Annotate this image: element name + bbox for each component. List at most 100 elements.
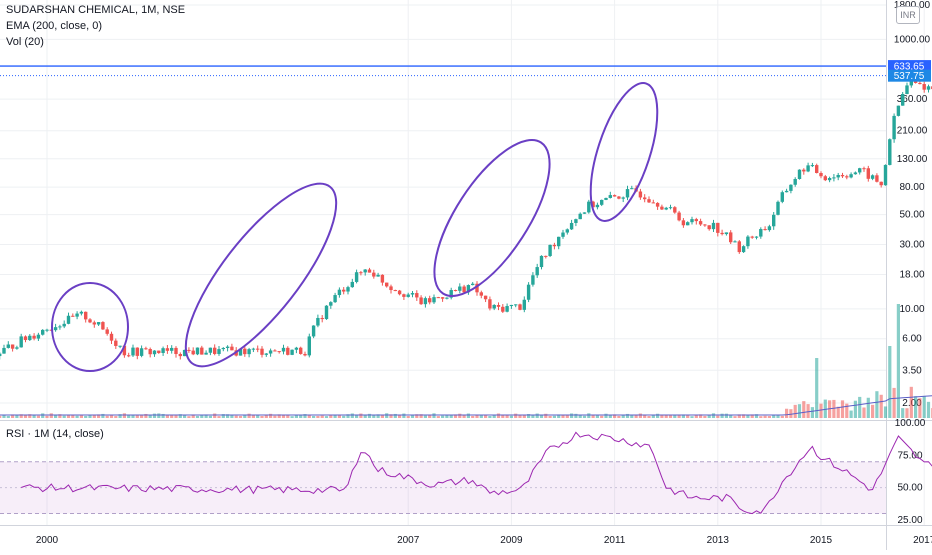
volume-bar	[871, 404, 875, 418]
currency-badge[interactable]: INR	[896, 6, 920, 24]
volume-bar	[45, 415, 49, 418]
volume-bar	[277, 414, 281, 418]
volume-bar	[84, 415, 88, 418]
candle-body	[686, 222, 690, 226]
ema-legend: EMA (200, close, 0)	[6, 20, 102, 32]
candle-body	[673, 207, 677, 213]
volume-bar	[785, 408, 789, 418]
candle-body	[174, 347, 178, 355]
candle-body	[621, 197, 625, 199]
candle-body	[772, 214, 776, 227]
candle-body	[483, 295, 488, 300]
volume-bar	[62, 415, 66, 418]
volume-bar	[355, 414, 359, 418]
candle-body	[367, 269, 372, 273]
volume-bar	[866, 397, 870, 418]
volume-bar	[875, 391, 879, 418]
candle-body	[19, 336, 23, 348]
volume-bar	[234, 415, 238, 418]
volume-bar	[260, 416, 264, 418]
candle-body	[15, 347, 19, 349]
volume-bar	[522, 415, 526, 418]
y-tick-label: 10.00	[899, 304, 924, 315]
price-label-badge	[888, 60, 931, 73]
candle-body	[703, 224, 707, 226]
candle-body	[170, 347, 174, 351]
candle-body	[299, 347, 303, 354]
candle-body	[681, 220, 686, 226]
candle-body	[238, 348, 243, 356]
volume-bar	[643, 415, 647, 418]
candle-body	[109, 333, 114, 341]
volume-bar	[0, 415, 2, 418]
volume-bar	[716, 415, 720, 418]
candle-body	[810, 165, 815, 167]
volume-bar	[746, 415, 750, 418]
volume-bar	[518, 414, 522, 418]
candle-body	[195, 347, 200, 355]
candle-body	[277, 351, 281, 353]
x-tick-label: 2017	[913, 535, 932, 546]
volume-bar	[157, 413, 161, 418]
volume-bar	[213, 413, 217, 418]
volume-bar	[479, 414, 483, 418]
candle-body	[311, 325, 316, 337]
volume-bar	[699, 414, 703, 418]
candle-body	[410, 293, 415, 295]
candle-body	[204, 352, 208, 355]
candle-body	[539, 255, 544, 268]
volume-bar	[862, 407, 866, 418]
candle-body	[436, 297, 440, 299]
volume-bar	[393, 413, 397, 418]
candle-body	[419, 297, 423, 305]
candle-body	[307, 336, 311, 356]
y-tick-label: 50.00	[899, 210, 924, 221]
candle-body	[561, 232, 565, 237]
candle-body	[858, 168, 862, 173]
volume-bar	[625, 413, 630, 418]
volume-bar	[926, 401, 931, 418]
candle-body	[432, 297, 436, 303]
volume-bar	[127, 414, 131, 418]
volume-bar	[565, 415, 569, 418]
candle-body	[638, 191, 643, 198]
candle-body	[883, 164, 888, 186]
volume-bar	[19, 414, 23, 418]
volume-bar	[41, 413, 45, 418]
volume-bar	[342, 415, 346, 418]
candle-body	[879, 181, 883, 186]
volume-bar	[647, 416, 651, 418]
volume-bar	[703, 415, 707, 418]
candle-body	[71, 315, 75, 317]
volume-bar	[496, 413, 501, 418]
volume-bar	[144, 413, 148, 418]
volume-bar	[544, 413, 548, 418]
candle-body	[802, 169, 806, 172]
candle-body	[445, 297, 449, 299]
candle-body	[724, 232, 729, 235]
candle-body	[359, 272, 363, 274]
price-pane	[0, 0, 886, 420]
x-tick-label: 2009	[500, 535, 523, 546]
candle-body	[711, 222, 716, 230]
volume-bar	[570, 413, 574, 418]
candle-body	[784, 190, 789, 193]
candle-body	[423, 298, 428, 305]
volume-bar	[269, 413, 273, 418]
candle-body	[746, 236, 750, 247]
candle-body	[501, 306, 505, 312]
candle-body	[866, 168, 870, 179]
volume-bar	[909, 386, 913, 418]
candle-body	[496, 304, 501, 307]
volume-bar	[195, 415, 200, 418]
candle-body	[191, 350, 195, 355]
candle-body	[466, 285, 471, 293]
candle-body	[428, 298, 432, 303]
volume-bar	[191, 414, 195, 418]
candle-body	[28, 335, 32, 341]
x-tick-label: 2013	[707, 535, 730, 546]
volume-bar	[204, 414, 208, 418]
candle-body	[518, 304, 522, 310]
rsi-line	[21, 431, 932, 515]
